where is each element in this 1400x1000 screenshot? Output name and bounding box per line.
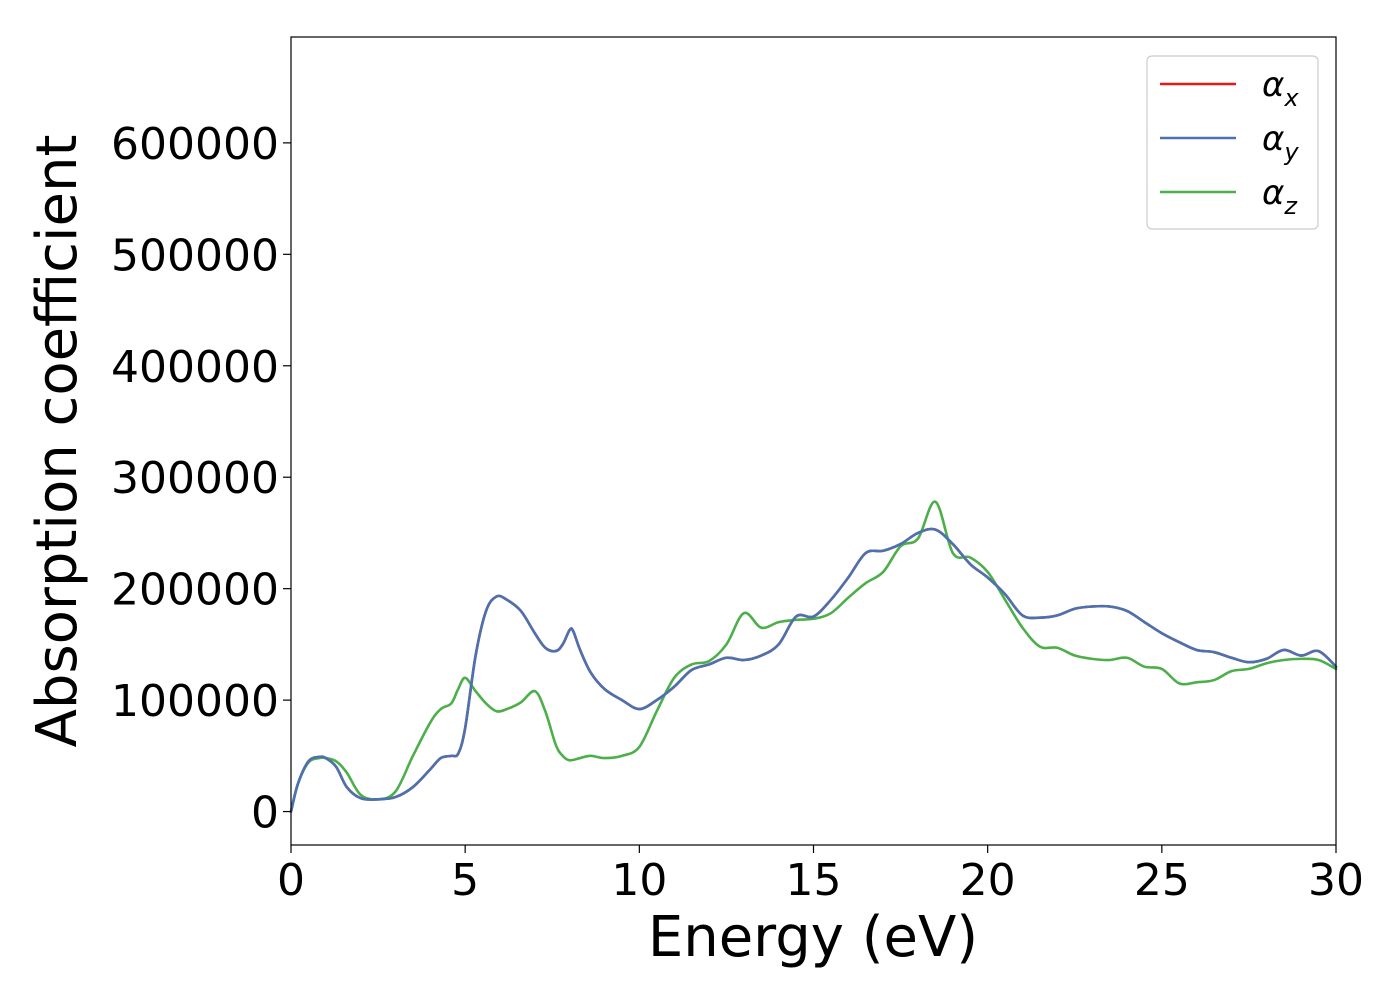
- y-tick-label: 500000: [111, 230, 279, 281]
- y-axis-ticks: 0 100000 200000 300000 400000 500000 600000: [111, 119, 291, 839]
- x-tick-label: 5: [451, 855, 479, 906]
- legend-label-x: αx: [1262, 65, 1299, 112]
- y-tick-label: 100000: [111, 676, 279, 727]
- y-axis-label: Absorption coefficient: [25, 135, 90, 748]
- y-tick-label: 400000: [111, 342, 279, 393]
- series-layer: [289, 500, 1338, 813]
- x-tick-label: 0: [277, 855, 305, 906]
- y-tick-label: 600000: [111, 119, 279, 170]
- legend-frame: [1146, 55, 1319, 230]
- legend-items: αx αy αz: [1160, 65, 1299, 220]
- y-tick-label: 0: [251, 788, 279, 839]
- x-tick-label: 20: [960, 855, 1016, 906]
- series-line-z: [289, 500, 1338, 813]
- y-tick-label: 200000: [111, 565, 279, 616]
- x-tick-label: 10: [611, 855, 667, 906]
- x-tick-label: 15: [786, 855, 842, 906]
- legend: αx αy αz: [1146, 55, 1319, 230]
- legend-label-z: αz: [1262, 173, 1298, 220]
- x-tick-label: 25: [1134, 855, 1190, 906]
- x-tick-label: 30: [1308, 855, 1364, 906]
- legend-label-y: αy: [1262, 119, 1299, 166]
- y-tick-label: 300000: [111, 453, 279, 504]
- x-axis-ticks: 0 5 10 15 20 25 30: [277, 845, 1364, 906]
- series-line-y: [289, 527, 1338, 813]
- x-axis-label: Energy (eV): [648, 905, 978, 970]
